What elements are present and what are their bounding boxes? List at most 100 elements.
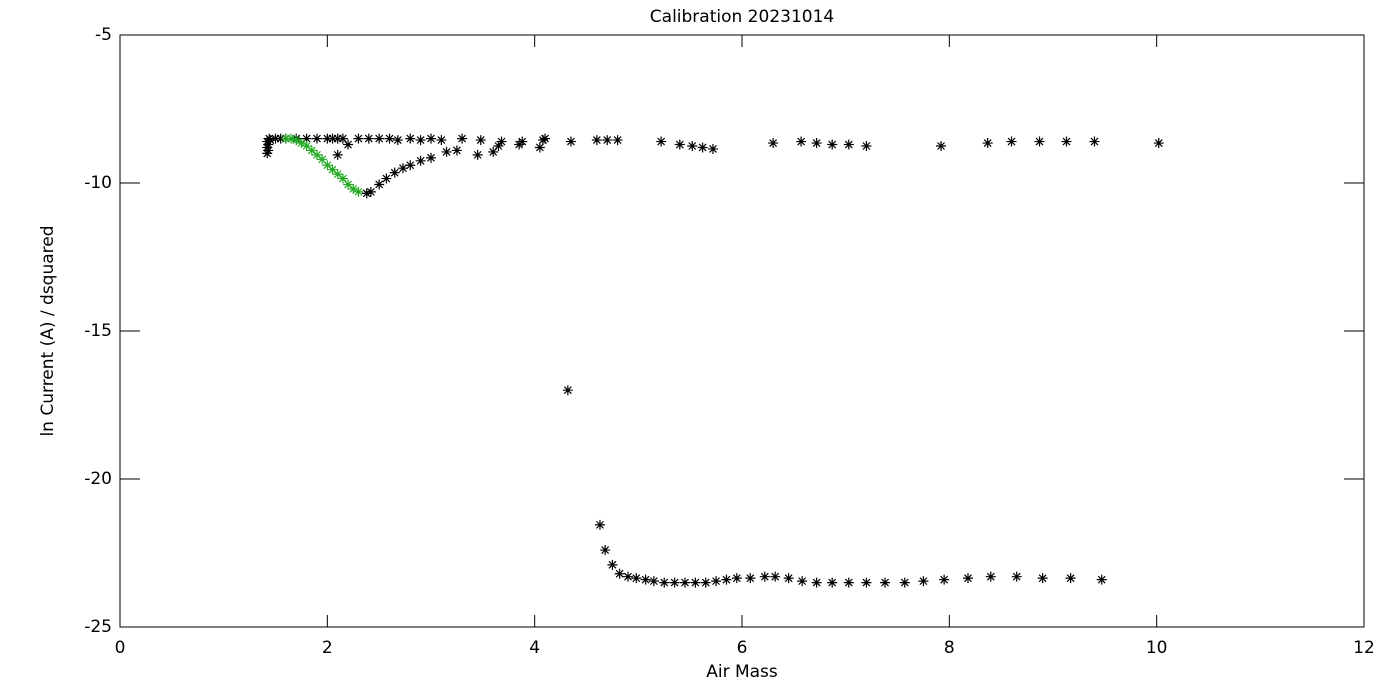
- data-point: [322, 160, 333, 171]
- data-point: [306, 145, 317, 156]
- data-point: [880, 577, 891, 588]
- data-point: [337, 173, 348, 184]
- chart-title: Calibration 20231014: [650, 7, 834, 27]
- x-tick-label: 6: [737, 638, 748, 658]
- data-point: [985, 571, 996, 582]
- data-point: [918, 576, 929, 587]
- data-point: [343, 179, 354, 190]
- data-point: [365, 186, 376, 197]
- data-point: [659, 577, 670, 588]
- data-point: [711, 576, 722, 587]
- y-tick-label: -25: [84, 617, 112, 637]
- data-point: [899, 577, 910, 588]
- data-point: [537, 135, 548, 146]
- data-point: [286, 133, 297, 144]
- data-point: [565, 136, 576, 147]
- y-tick-label: -5: [95, 25, 112, 45]
- x-tick-label: 0: [115, 638, 126, 658]
- data-point: [392, 135, 403, 146]
- data-point: [353, 133, 364, 144]
- data-point: [690, 577, 701, 588]
- data-point: [1006, 136, 1017, 147]
- data-point: [291, 135, 302, 146]
- data-point: [296, 138, 307, 149]
- data-point: [602, 135, 613, 146]
- data-point: [514, 139, 525, 150]
- data-point: [640, 574, 651, 585]
- data-point: [679, 577, 690, 588]
- data-point: [311, 133, 322, 144]
- data-point: [363, 133, 374, 144]
- x-axis-label: Air Mass: [706, 662, 778, 682]
- data-point: [262, 148, 273, 159]
- data-point: [263, 139, 274, 150]
- data-point: [731, 573, 742, 584]
- x-tick-label: 2: [322, 638, 333, 658]
- data-point: [534, 142, 545, 153]
- data-point: [301, 141, 312, 151]
- data-point: [389, 167, 400, 178]
- data-point: [374, 133, 385, 144]
- data-point: [301, 133, 312, 144]
- data-point: [607, 559, 618, 570]
- data-point: [327, 164, 338, 175]
- data-point: [262, 136, 273, 147]
- data-point: [612, 135, 623, 146]
- data-point: [770, 571, 781, 582]
- y-tick-label: -20: [84, 469, 112, 489]
- data-point: [843, 577, 854, 588]
- plot-frame: [119, 34, 1365, 628]
- data-point: [827, 139, 838, 150]
- data-point: [332, 133, 343, 144]
- data-point: [317, 154, 328, 165]
- data-point: [861, 141, 872, 151]
- data-point: [982, 138, 993, 149]
- data-point: [493, 141, 504, 151]
- y-tick-label: -10: [84, 173, 112, 193]
- data-point: [311, 149, 322, 160]
- data-point: [936, 141, 947, 151]
- x-tick-label: 12: [1353, 638, 1375, 658]
- data-point: [783, 573, 794, 584]
- data-point: [436, 135, 447, 146]
- data-point: [405, 133, 416, 144]
- data-point: [337, 133, 348, 144]
- data-point: [374, 179, 385, 190]
- data-point: [262, 142, 273, 153]
- x-tick-label: 8: [944, 638, 955, 658]
- data-point: [327, 133, 338, 144]
- data-point: [415, 155, 426, 166]
- data-point: [721, 574, 732, 585]
- data-point: [759, 571, 770, 582]
- data-point: [332, 149, 343, 160]
- data-point: [381, 173, 392, 184]
- data-point: [796, 136, 807, 147]
- data-point: [265, 135, 276, 146]
- data-point: [707, 143, 718, 154]
- x-tick-label: 4: [529, 638, 540, 658]
- data-point: [1037, 573, 1048, 584]
- data-point: [939, 574, 950, 585]
- data-point: [811, 577, 822, 588]
- data-point: [745, 573, 756, 584]
- data-point: [451, 145, 462, 156]
- data-point: [488, 146, 499, 157]
- data-point: [648, 576, 659, 587]
- data-point: [861, 577, 872, 588]
- data-point: [631, 573, 642, 584]
- data-point: [353, 186, 364, 197]
- data-point: [1034, 136, 1045, 147]
- data-point: [348, 183, 359, 194]
- data-point: [270, 133, 281, 144]
- data-point: [656, 136, 667, 147]
- data-point: [843, 139, 854, 150]
- data-point: [827, 577, 838, 588]
- data-point: [687, 141, 698, 151]
- data-point: [674, 139, 685, 150]
- data-point: [669, 577, 680, 588]
- data-point: [398, 163, 409, 174]
- data-point: [962, 573, 973, 584]
- data-point: [797, 576, 808, 587]
- data-point: [600, 545, 611, 556]
